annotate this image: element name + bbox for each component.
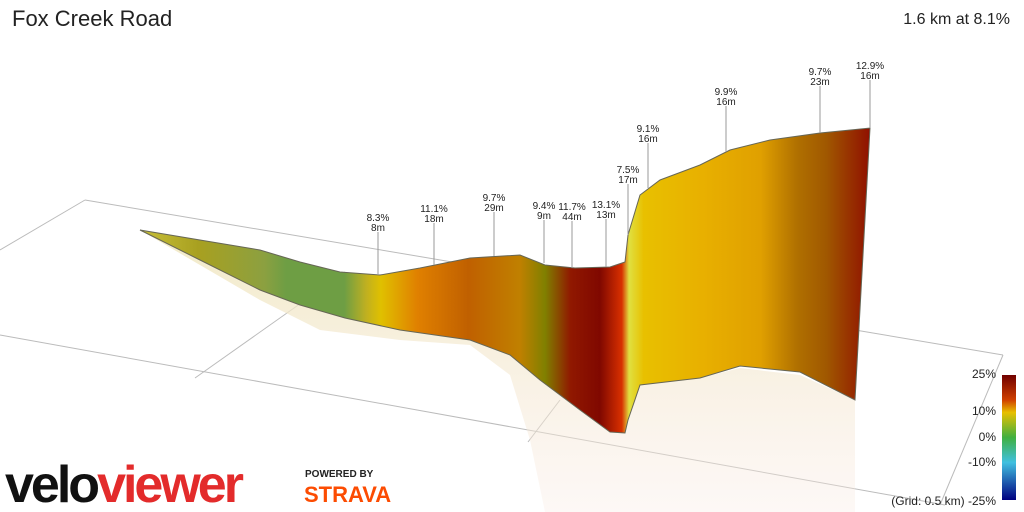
shadow bbox=[140, 230, 855, 512]
annotation-length: 13m bbox=[596, 210, 615, 221]
annotation-length: 29m bbox=[484, 203, 503, 214]
annotation-length: 44m bbox=[562, 212, 581, 223]
annotation-grade: 9.9% bbox=[715, 87, 738, 98]
legend-label: (Grid: 0.5 km) -25% bbox=[891, 494, 996, 508]
summary: 1.6 km at 8.1% bbox=[903, 11, 1010, 28]
annotation-grade: 7.5% bbox=[617, 165, 640, 176]
annotation-length: 23m bbox=[810, 77, 829, 88]
legend-label: 0% bbox=[979, 430, 997, 444]
annotation-length: 17m bbox=[618, 175, 637, 186]
strava: STRAVA bbox=[304, 482, 391, 507]
annotation-length: 8m bbox=[371, 223, 385, 234]
legend-label: 25% bbox=[972, 367, 996, 381]
legend-label: 10% bbox=[972, 404, 996, 418]
annotation-length: 9m bbox=[537, 211, 551, 222]
annotation-length: 18m bbox=[424, 214, 443, 225]
annotation-grade: 11.7% bbox=[558, 202, 586, 213]
logo: veloviewer bbox=[5, 456, 244, 512]
annotation-length: 16m bbox=[638, 134, 657, 145]
legend-label: -10% bbox=[968, 455, 996, 469]
annotation-grade: 9.7% bbox=[483, 193, 506, 204]
logo-viewer: viewer bbox=[97, 456, 244, 512]
powered-by: POWERED BY bbox=[305, 469, 374, 480]
annotation-grade: 12.9% bbox=[856, 61, 884, 72]
title: Fox Creek Road bbox=[12, 6, 172, 31]
logo-velo: velo bbox=[5, 456, 98, 512]
annotation-grade: 11.1% bbox=[420, 204, 448, 215]
annotation-grade: 8.3% bbox=[367, 213, 390, 224]
annotation-length: 16m bbox=[716, 97, 735, 108]
annotation-grade: 9.4% bbox=[533, 201, 556, 212]
legend-bar bbox=[1002, 375, 1016, 500]
annotation-length: 16m bbox=[860, 71, 879, 82]
annotation-grade: 9.7% bbox=[809, 67, 832, 78]
annotation-grade: 9.1% bbox=[637, 124, 660, 135]
annotation-grade: 13.1% bbox=[592, 200, 620, 211]
